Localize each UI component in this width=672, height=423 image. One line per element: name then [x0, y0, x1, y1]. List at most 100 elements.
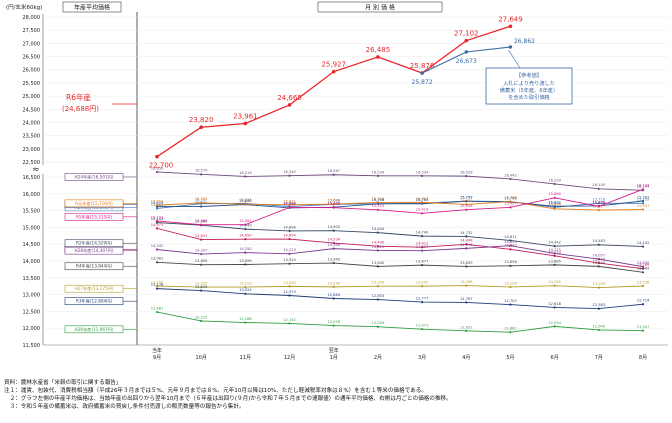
y-tick-label: 15,000 [23, 225, 41, 231]
data-label: 15,680 [239, 199, 252, 203]
legend-label: R3年産(12,804円) [76, 298, 112, 305]
data-label: 14,971 [151, 223, 164, 227]
data-label: 15,597 [504, 202, 517, 206]
y-tick-label: 25,000 [23, 94, 41, 100]
data-label: 12,767 [460, 297, 473, 301]
series-point [200, 319, 203, 323]
series-line [156, 261, 644, 273]
series-point [641, 329, 645, 332]
legend-label: H27年産(13,175円) [75, 285, 114, 292]
y-unit-label: (円/玄米60kg) [6, 3, 42, 11]
series-point [332, 241, 335, 245]
series-point [553, 263, 556, 266]
data-label: 13,245 [283, 281, 296, 285]
data-label: 16,293 [548, 178, 561, 182]
legend-label: H24年産(16,501円) [75, 173, 114, 180]
data-label: 13,664 [637, 267, 650, 271]
series-point [420, 235, 424, 238]
series-point [420, 285, 424, 288]
legend-label: R4年産(13,844円) [76, 263, 112, 270]
x-tick-label: 翌年 [329, 347, 339, 354]
data-label: 14,213 [283, 248, 296, 252]
r6-data-label: 23,961 [233, 112, 258, 120]
r6-data-label: 27,649 [498, 15, 523, 23]
data-label: 12,714 [637, 299, 650, 303]
series-point [244, 238, 247, 241]
left-header: 年産平均価格 [74, 4, 110, 12]
series-point [244, 251, 247, 254]
data-label: 14,483 [593, 239, 606, 243]
y-tick-label: 13,000 [23, 293, 41, 299]
series-point [332, 173, 335, 176]
y-tick-label: 16,500 [23, 175, 41, 181]
data-label: 14,654 [283, 233, 296, 237]
series-point [465, 247, 468, 250]
series-point [332, 229, 335, 232]
series-line [156, 201, 644, 211]
data-label: 15,523 [372, 204, 385, 208]
series-point [244, 175, 247, 178]
data-label: 13,230 [327, 281, 340, 285]
series-point [200, 263, 203, 266]
series-point [465, 208, 468, 211]
data-label: 14,225 [548, 248, 561, 252]
y-tick-label: 27,500 [23, 28, 41, 34]
data-label: 13,896 [239, 259, 252, 263]
series-point [465, 203, 468, 206]
y-tick-label: 12,000 [23, 326, 41, 332]
data-label: 14,442 [548, 241, 561, 245]
data-label: 15,707 [195, 198, 208, 202]
series-point [332, 206, 335, 209]
series-point [553, 182, 556, 186]
data-label: 12,583 [593, 303, 606, 307]
reference-data-label: 26,862 [514, 38, 535, 45]
series-line [156, 288, 644, 310]
note-1: 注１：運賃、包装代、消費税相当額（平成26年３月までは５%、元年９月までは８%、… [4, 388, 427, 394]
series-point [553, 284, 556, 287]
data-label: 15,632 [548, 201, 561, 205]
data-label: 13,225 [195, 281, 208, 285]
data-label: 12,702 [504, 299, 517, 303]
series-point [244, 321, 247, 324]
series-point [155, 310, 159, 314]
data-label: 15,690 [239, 199, 252, 203]
data-label: 15,744 [372, 197, 385, 201]
series-point [200, 201, 203, 204]
series-point [200, 238, 203, 241]
data-label: 15,787 [637, 195, 650, 199]
series-point [376, 249, 380, 252]
x-tick-label: 5月 [506, 355, 514, 361]
series-point [288, 206, 291, 209]
data-label: 13,268 [460, 280, 473, 284]
data-label: 12,884 [327, 293, 340, 297]
r6-point [331, 69, 336, 74]
series-point [420, 246, 424, 249]
series-line [156, 227, 644, 270]
series-point [465, 235, 468, 238]
data-label: 12,853 [372, 294, 385, 298]
series-point [200, 173, 203, 176]
r6-data-label: 23,820 [189, 116, 214, 124]
x-tick-label: 3月 [418, 355, 426, 361]
series-point [641, 284, 645, 288]
y-tick-label: 26,000 [23, 68, 41, 74]
r6-data-label: 25,927 [321, 61, 346, 69]
data-label: 15,600 [548, 202, 561, 206]
data-label: 13,856 [504, 260, 517, 264]
series-point [465, 200, 468, 203]
data-label: 13,840 [372, 261, 385, 265]
series-point [420, 249, 424, 252]
series-point [420, 264, 424, 267]
r6-point [287, 103, 292, 107]
legend-label: H26年産(11,967円) [75, 326, 114, 333]
data-label: 14,315 [372, 245, 385, 249]
x-tick-label: 当年 [152, 347, 162, 354]
series-point [553, 207, 556, 210]
data-label: 15,722 [416, 198, 429, 202]
series-point [332, 324, 335, 327]
data-label: 13,885 [548, 259, 561, 263]
data-label: 13,255 [151, 280, 164, 284]
data-label: 13,265 [548, 280, 561, 284]
r6-point [243, 121, 248, 126]
series-point [465, 175, 468, 178]
